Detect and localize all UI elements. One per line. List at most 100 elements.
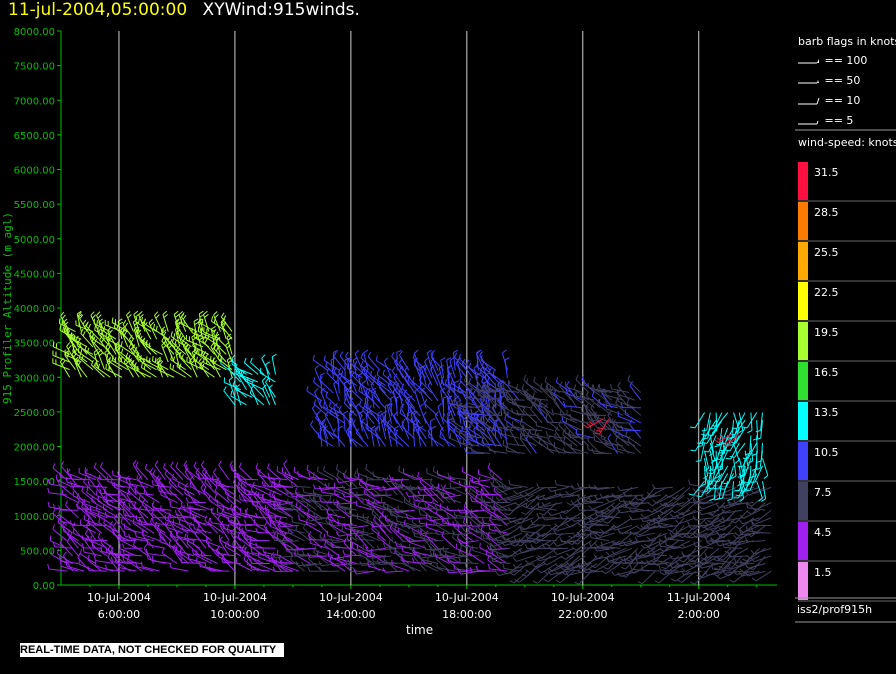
wind-barb-staff xyxy=(325,520,340,534)
wind-barb-feather xyxy=(665,503,671,507)
wind-barb-feather xyxy=(376,559,380,565)
speed-scale-label: 31.5 xyxy=(814,166,839,179)
wind-barb-staff xyxy=(368,565,386,572)
wind-barb-staff xyxy=(356,505,375,511)
wind-barb-feather xyxy=(423,545,427,551)
wind-barb-staff xyxy=(270,525,288,534)
wind-barb-staff xyxy=(295,506,311,519)
wind-barb-staff xyxy=(440,390,445,409)
wind-barb-feather xyxy=(573,384,577,390)
wind-barb-staff xyxy=(693,517,708,530)
wind-barb-feather xyxy=(446,357,452,361)
wind-barb-feather xyxy=(138,332,141,338)
wind-barb-feather xyxy=(244,546,247,552)
wind-barb-feather xyxy=(592,384,595,390)
wind-barb-staff xyxy=(599,388,618,393)
wind-barb-staff xyxy=(192,543,207,557)
wind-barb-staff xyxy=(718,493,737,496)
wind-barb-feather xyxy=(706,483,712,487)
wind-barb-feather xyxy=(428,431,431,437)
wind-barb-feather xyxy=(302,523,306,529)
y-tick-label: 7000.00 xyxy=(14,96,55,107)
wind-barb-staff xyxy=(333,383,340,401)
wind-barb-feather xyxy=(90,311,95,316)
wind-barb-staff xyxy=(615,403,630,416)
wind-barb-feather xyxy=(61,314,66,320)
wind-barb-feather xyxy=(193,514,198,520)
wind-barb-feather xyxy=(747,430,753,434)
wind-barb-staff xyxy=(367,395,381,409)
wind-barb-staff xyxy=(168,482,184,496)
wind-barb-feather xyxy=(710,512,715,517)
wind-barb-feather xyxy=(200,483,205,489)
wind-barb-feather xyxy=(687,497,690,503)
wind-barb-staff xyxy=(330,412,346,425)
wind-barb-staff xyxy=(142,533,160,542)
wind-barb-feather xyxy=(513,490,518,495)
wind-barb-staff xyxy=(282,471,299,481)
wind-barb-feather xyxy=(434,553,438,558)
wind-barb-feather xyxy=(696,442,702,445)
wind-barb-feather xyxy=(336,470,340,477)
wind-barb-feather xyxy=(546,383,549,390)
wind-barb-feather xyxy=(463,507,467,513)
wind-barb-feather xyxy=(157,358,162,363)
wind-barb-feather xyxy=(145,548,148,554)
wind-barb-staff xyxy=(392,385,404,402)
wind-barb-feather xyxy=(647,548,650,554)
wind-barb-feather xyxy=(107,337,112,343)
wind-barb-staff xyxy=(516,388,531,401)
wind-barb-feather xyxy=(512,557,517,562)
wind-barb-feather xyxy=(97,532,101,539)
wind-barb-feather xyxy=(361,478,363,484)
wind-barb-staff xyxy=(195,561,212,572)
wind-barb-staff xyxy=(601,392,613,409)
wind-barb-staff xyxy=(421,563,439,572)
wind-barb-feather xyxy=(141,561,143,567)
wind-barb-feather xyxy=(506,517,511,522)
wind-barb-feather xyxy=(333,366,337,372)
wind-barb-feather xyxy=(184,343,188,349)
wind-barb-staff xyxy=(753,547,772,555)
wind-barb-feather xyxy=(380,496,383,503)
wind-barb-feather xyxy=(143,488,146,494)
wind-barb-staff xyxy=(149,471,160,488)
wind-barb-feather xyxy=(453,349,459,353)
wind-barb-feather xyxy=(576,482,580,488)
wind-barb-feather xyxy=(229,460,233,466)
wind-barb-staff xyxy=(558,517,575,528)
wind-barb-staff xyxy=(385,561,404,565)
wind-barb-feather xyxy=(243,534,247,540)
wind-barb-staff xyxy=(436,489,450,503)
speed-scale-swatch xyxy=(798,562,808,600)
wind-barb-staff xyxy=(579,502,598,505)
wind-barb-feather xyxy=(121,328,126,333)
wind-barb-staff xyxy=(246,513,265,519)
wind-barb-feather xyxy=(413,553,418,558)
wind-barb-staff xyxy=(631,517,650,521)
wind-barb-feather xyxy=(139,335,143,341)
wind-barb-feather xyxy=(312,484,317,490)
wind-barb-staff xyxy=(466,509,485,513)
wind-barb-feather xyxy=(522,424,525,430)
wind-barb-staff xyxy=(223,511,241,519)
wind-barb-staff xyxy=(480,492,497,504)
wind-barb-feather xyxy=(423,536,427,542)
wind-barb-feather xyxy=(221,508,224,514)
wind-barb-staff xyxy=(652,494,668,507)
wind-barb-staff xyxy=(343,402,358,417)
wind-barb-staff xyxy=(95,560,114,565)
wind-barb-feather xyxy=(617,496,621,502)
wind-barb-feather xyxy=(541,495,546,500)
wind-barb-feather xyxy=(721,568,725,574)
wind-barb-feather xyxy=(124,322,129,328)
wind-barb-staff xyxy=(706,412,711,431)
wind-barb-staff xyxy=(391,564,410,572)
wind-barb-feather xyxy=(709,537,714,543)
wind-barb-staff xyxy=(367,504,381,519)
wind-barb-staff xyxy=(206,541,224,549)
wind-barb-feather xyxy=(480,533,483,539)
wind-barb-feather xyxy=(612,524,618,529)
wind-barb-feather xyxy=(80,348,83,354)
wind-barb-feather xyxy=(315,546,317,552)
